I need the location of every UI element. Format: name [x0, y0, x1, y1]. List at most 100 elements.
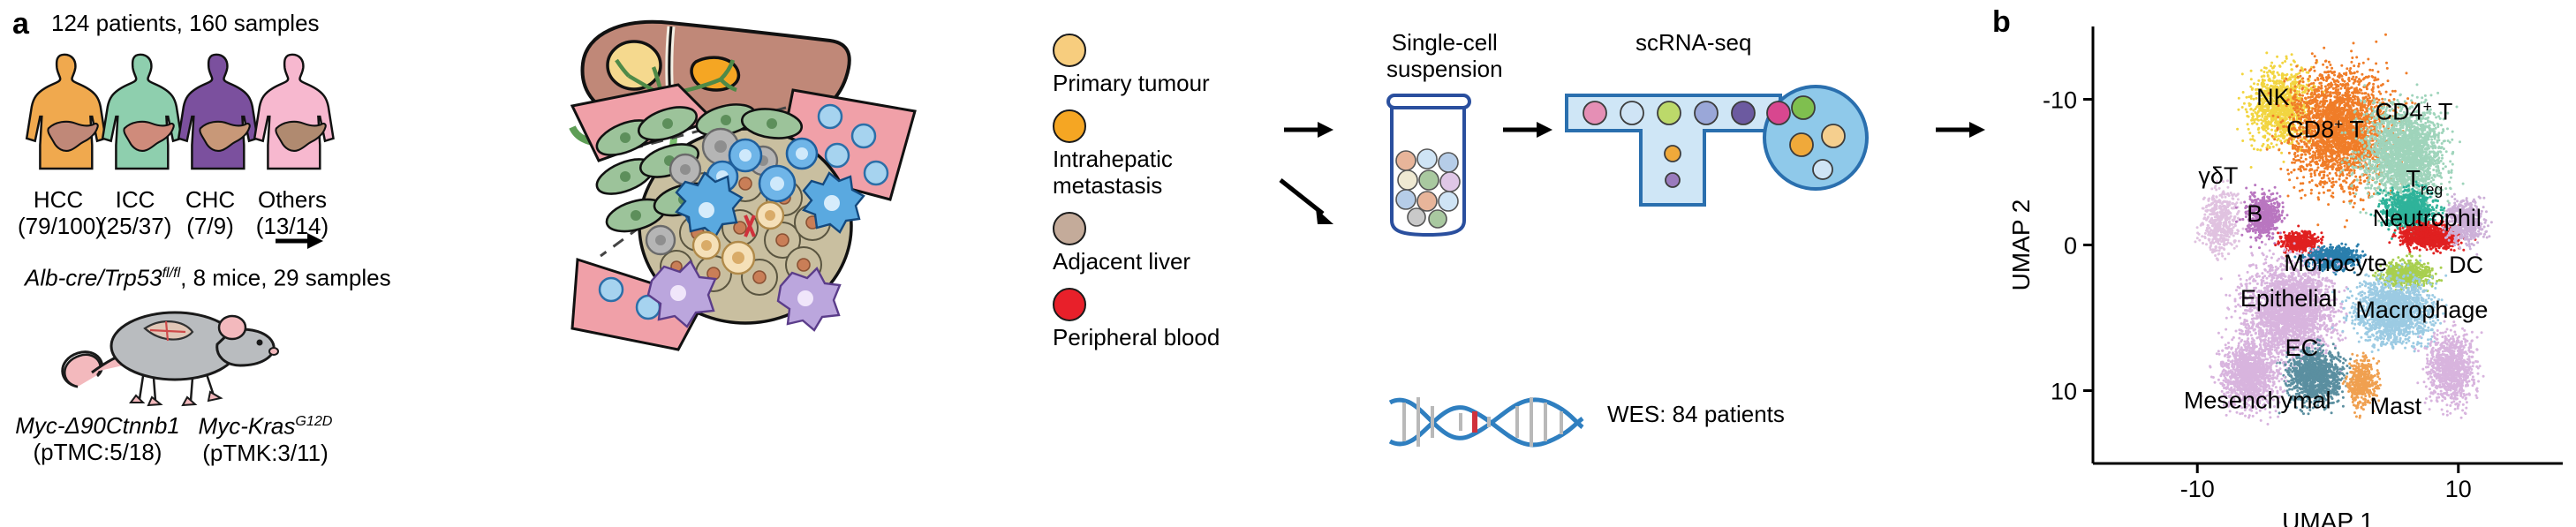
- patient-group: [25, 46, 335, 187]
- legend-label-adjacent-liver: Adjacent liver: [1053, 247, 1191, 275]
- legend-item-0: Primary tumour: [1053, 34, 1256, 97]
- scrnaseq-title: scRNA-seq: [1635, 29, 1752, 56]
- mouse-model-1-gene2: Kras: [247, 412, 296, 440]
- legend-item-2: Adjacent liver: [1053, 211, 1256, 275]
- legend-dot-adjacent-liver: [1053, 211, 1086, 245]
- mouse-model-1-sup: G12D: [295, 413, 333, 429]
- patient-labels: HCC (79/100) ICC (25/37) CHC (7/9) Other…: [18, 186, 336, 240]
- umap-cluster-b: [2234, 184, 2289, 250]
- umap-label-neutrophil: Neutrophil: [2373, 205, 2482, 231]
- cohort-title: 124 patients, 160 samples: [51, 10, 320, 36]
- mouse-genotype-line: Alb-cre/Trp53fl/fl, 8 mice, 29 samples: [25, 265, 391, 292]
- arrow-to-tube: [1282, 117, 1337, 143]
- umap-label-nk: NK: [2256, 84, 2290, 110]
- panel-a-letter: a: [12, 7, 29, 41]
- umap-cluster-mesenchymal: [2200, 329, 2289, 425]
- tube-icon: [1386, 94, 1471, 237]
- mouse-genotype-rest: , 8 mice, 29 samples: [180, 264, 391, 291]
- umap-cluster-dc: [2368, 252, 2444, 294]
- legend-label-peripheral-blood: Peripheral blood: [1053, 323, 1220, 350]
- panel-a: a 124 patients, 160 samples HCC (79/100)…: [12, 7, 1985, 466]
- legend-item-1: Intrahepatic metastasis: [1053, 109, 1256, 200]
- xtick-0: -10: [2180, 476, 2215, 502]
- umap-label-cd4-t: CD4+ T: [2376, 98, 2453, 125]
- mouse-genotype: Alb-cre/Trp53: [25, 264, 162, 291]
- legend-dot-primary-tumour: [1053, 34, 1086, 67]
- patient-label-1: ICC (25/37): [99, 186, 172, 239]
- mouse-model-1-counts: (pTMK:3/11): [202, 439, 329, 466]
- suspension-title: Single-cell suspension: [1386, 29, 1503, 82]
- umap-cluster-ec: [2271, 338, 2354, 416]
- sample-type-legend: Primary tumour Intrahepatic metastasis A…: [1053, 34, 1256, 350]
- umap-cluster-macrophage: [2330, 259, 2448, 353]
- xtick-1: 10: [2445, 476, 2472, 502]
- patient-icons-svg: [25, 53, 335, 170]
- human-body-icon-icc: [101, 53, 183, 170]
- tme-icon: [570, 83, 917, 351]
- wes-label: WES: 84 patients: [1607, 401, 1785, 427]
- patient-label-2: CHC (7/9): [185, 186, 236, 239]
- dna-icon: [1388, 397, 1584, 448]
- mouse-model-1: Myc-KrasG12D (pTMK:3/11): [183, 413, 348, 466]
- chip-icon: [1565, 85, 1869, 207]
- arrow-to-chip: [1501, 117, 1556, 143]
- umap-label-epithelial: Epithelial: [2240, 285, 2338, 312]
- mouse-model-0-gene2: Ctnnb1: [105, 412, 180, 439]
- legend-dot-peripheral-blood: [1053, 287, 1086, 321]
- umap-plot: -10 0 10 -10 10 UMAP 1 UMAP 2 NK CD8+ T CD4+ T Tre…: [1987, 0, 2576, 527]
- umap-scatter-svg: -10 0 10 -10 10 UMAP 1 UMAP 2 NK CD8+ T CD4+ T Tre…: [2007, 26, 2563, 527]
- right-arrow-icon: [276, 233, 323, 249]
- ytick-0: 0: [2064, 233, 2077, 260]
- ytick-–10: 10: [2051, 379, 2077, 405]
- mouse-model-1-gene: Myc-: [198, 412, 248, 440]
- legend-label-primary-tumour: Primary tumour: [1053, 70, 1210, 96]
- umap-label-ec: EC: [2285, 335, 2319, 361]
- umap-label-treg: Treg: [2406, 166, 2443, 199]
- umap-tick-labels: -10 0 10 -10 10: [2043, 87, 2472, 503]
- human-body-icon-chc: [177, 53, 259, 170]
- patient-label-3: Others (13/14): [255, 186, 329, 239]
- umap-xlabel: UMAP 1: [2282, 508, 2374, 527]
- umap-cluster-epithelial: [2217, 242, 2348, 376]
- cell-suspension-tube: [1372, 88, 1487, 238]
- mouse-illustration: [51, 291, 281, 415]
- mouse-model-labels: Myc-Δ90Ctnnb1 (pTMC:5/18) Myc-KrasG12D (…: [12, 412, 348, 466]
- umap-points: [2194, 33, 2493, 425]
- umap-label-mesenchymal: Mesenchymal: [2184, 387, 2331, 413]
- umap-label-dc: DC: [2449, 252, 2483, 278]
- umap-cluster-cd4-t: [2338, 83, 2465, 230]
- umap-cluster-other1: [2441, 192, 2493, 256]
- dna-illustration: [1385, 387, 1588, 463]
- panel-b: b -10 0 10 -10 10 UMAP 1 UMAP 2 NK CD8+ T CD4+ T T…: [1987, 0, 2576, 527]
- mouse-icon: [61, 311, 279, 407]
- right-arrow-icon: [1503, 122, 1552, 138]
- ytick-10: -10: [2043, 87, 2077, 114]
- umap-label--t: γδT: [2198, 162, 2238, 189]
- umap-ylabel: UMAP 2: [2007, 200, 2035, 291]
- umap-label-b: B: [2247, 200, 2262, 227]
- mouse-model-0-gene: Myc-: [15, 412, 65, 439]
- arrow-to-wes: [1277, 175, 1348, 238]
- legend-item-3: Peripheral blood: [1053, 287, 1256, 351]
- umap-cluster-gdt: [2194, 179, 2245, 261]
- human-body-icon-others: [253, 53, 335, 170]
- umap-cluster-mast: [2341, 351, 2382, 419]
- panel-b-letter: b: [1992, 5, 2011, 39]
- umap-label-mast: Mast: [2370, 393, 2422, 419]
- umap-label-cd8-t: CD8+ T: [2286, 115, 2364, 142]
- mouse-model-0-delta: Δ90: [64, 412, 106, 439]
- right-arrow-icon: [1284, 122, 1333, 138]
- legend-dot-intrahepatic-metastasis: [1053, 109, 1086, 143]
- mouse-model-0-counts: (pTMC:5/18): [33, 438, 162, 465]
- umap-axes: [2083, 26, 2563, 473]
- umap-cluster-other2: [2414, 314, 2485, 419]
- microfluidics-chip: [1563, 81, 1934, 222]
- right-arrow-icon: [1936, 122, 1985, 138]
- tumour-microenvironment: [570, 83, 917, 351]
- arrow-to-liver: [274, 228, 327, 254]
- legend-label-intrahepatic-metastasis: Intrahepatic metastasis: [1053, 145, 1173, 199]
- umap-label-monocyte: Monocyte: [2284, 250, 2387, 276]
- diagonal-arrow-icon: [1279, 178, 1333, 224]
- umap-cluster-labels: NK CD8+ T CD4+ T Treg γδT B Neutrophil Monocyte…: [2184, 84, 2489, 419]
- mouse-genotype-sup: fl/fl: [162, 265, 181, 281]
